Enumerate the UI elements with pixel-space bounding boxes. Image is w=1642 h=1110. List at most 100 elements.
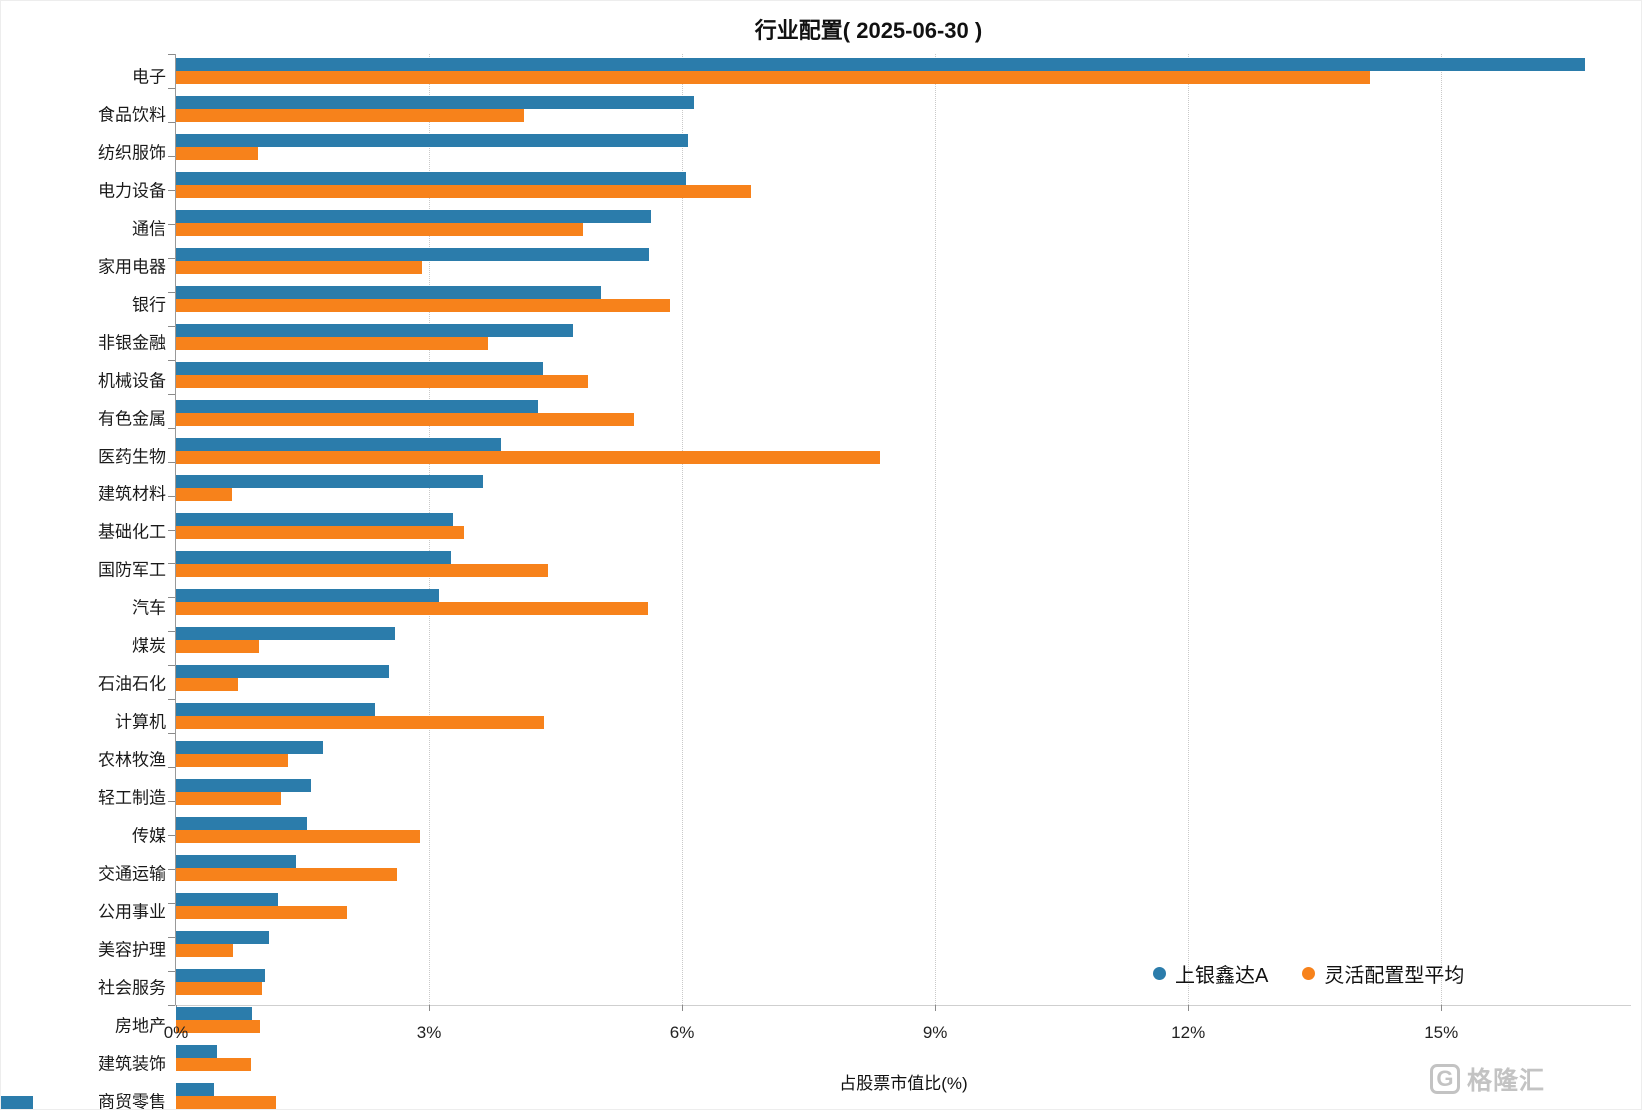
fund-bar bbox=[176, 475, 484, 489]
average-bar bbox=[176, 868, 397, 882]
fund-bar bbox=[176, 513, 453, 527]
fund-bar bbox=[176, 361, 543, 375]
fund-bar bbox=[176, 741, 323, 755]
y-axis-tick bbox=[168, 495, 175, 497]
y-axis-tick bbox=[168, 1005, 175, 1006]
x-axis-tick bbox=[429, 1005, 431, 1011]
x-tick-label: 3% bbox=[416, 1023, 442, 1042]
x-tick-labels: 0% 3% 6% 9% 12% 15% bbox=[164, 1023, 1631, 1047]
legend-dot-icon bbox=[1302, 967, 1316, 980]
y-axis-tick bbox=[168, 257, 175, 259]
average-bar bbox=[176, 374, 588, 388]
average-bar bbox=[176, 640, 259, 654]
category-label: 非银金融 bbox=[98, 333, 166, 353]
y-axis-tick bbox=[168, 563, 175, 565]
fund-bar bbox=[176, 437, 501, 451]
y-axis-tick bbox=[168, 597, 175, 599]
gridline bbox=[1441, 54, 1443, 1005]
y-axis-tick bbox=[168, 325, 175, 327]
category-label: 煤炭 bbox=[132, 636, 166, 656]
category-row: 非银金融 bbox=[98, 323, 1631, 358]
category-row: 计算机 bbox=[115, 703, 1631, 737]
category-row: 电子 bbox=[132, 58, 1631, 92]
y-axis-tick bbox=[168, 631, 175, 633]
average-bar bbox=[176, 526, 465, 540]
y-axis-tick bbox=[168, 767, 175, 769]
y-axis-tick bbox=[168, 359, 175, 361]
fund-bar bbox=[176, 779, 311, 793]
category-row: 石油石化 bbox=[98, 665, 1631, 699]
x-axis-tick bbox=[682, 1005, 684, 1011]
legend-label-average: 灵活配置型平均 bbox=[1324, 965, 1465, 987]
y-axis-tick bbox=[168, 54, 175, 55]
category-label: 建筑装饰 bbox=[98, 1054, 166, 1074]
category-row: 纺织服饰 bbox=[98, 133, 1631, 168]
y-axis-tick bbox=[168, 529, 175, 531]
fund-bar bbox=[176, 855, 296, 869]
x-axis-tick bbox=[935, 1005, 937, 1011]
average-bar bbox=[176, 260, 423, 274]
fund-bar bbox=[176, 665, 390, 679]
y-axis-tick bbox=[168, 699, 175, 701]
average-bar bbox=[176, 1095, 277, 1109]
y-axis-tick bbox=[168, 393, 175, 395]
fund-bar bbox=[176, 968, 266, 982]
average-bar bbox=[176, 1057, 252, 1071]
fund-bar bbox=[176, 247, 650, 261]
fund-bar bbox=[176, 589, 440, 603]
chart-title: 行业配置( 2025-06-30 ) bbox=[754, 18, 983, 43]
category-label: 公用事业 bbox=[98, 902, 166, 922]
average-bar bbox=[176, 336, 489, 350]
gelonghui-watermark-text: 格隆汇 bbox=[1466, 1067, 1545, 1095]
y-axis-tick bbox=[168, 121, 175, 123]
category-label: 建筑材料 bbox=[98, 484, 166, 504]
category-label: 医药生物 bbox=[98, 447, 166, 466]
category-row: 食品饮料 bbox=[98, 95, 1631, 130]
category-row: 国防军工 bbox=[98, 551, 1631, 585]
x-tick-label: 9% bbox=[922, 1023, 948, 1042]
category-label: 轻工制造 bbox=[98, 788, 166, 808]
category-row: 房地产 bbox=[115, 1006, 1631, 1041]
category-row: 医药生物 bbox=[98, 437, 1631, 472]
category-label: 计算机 bbox=[115, 712, 166, 732]
gelonghui-logo-icon: G bbox=[1429, 1064, 1460, 1094]
y-axis-tick bbox=[168, 291, 175, 293]
category-label: 商贸零售 bbox=[98, 1092, 166, 1110]
category-row: 农林牧渔 bbox=[98, 741, 1631, 775]
category-label: 国防军工 bbox=[98, 560, 166, 580]
average-bar bbox=[176, 678, 239, 692]
category-row: 传媒 bbox=[132, 817, 1631, 851]
y-axis-tick bbox=[168, 461, 175, 463]
y-axis-tick bbox=[168, 971, 175, 973]
fund-bar bbox=[176, 285, 602, 299]
legend-label-fund: 上银鑫达A bbox=[1175, 965, 1269, 987]
average-bar bbox=[176, 716, 544, 730]
category-row: 轻工制造 bbox=[98, 779, 1631, 813]
category-label: 基础化工 bbox=[98, 522, 166, 542]
gridline bbox=[935, 54, 937, 1005]
x-axis-line bbox=[175, 1005, 1631, 1006]
category-label: 机械设备 bbox=[98, 371, 166, 391]
category-row: 建筑材料 bbox=[98, 475, 1631, 509]
fund-bar bbox=[176, 323, 574, 337]
category-row: 电力设备 bbox=[98, 171, 1631, 206]
category-label: 有色金属 bbox=[98, 409, 166, 429]
category-row: 银行 bbox=[132, 285, 1631, 320]
y-axis-tick bbox=[168, 665, 175, 667]
plot-area: 电子 食品饮料 纺织服饰 电力设备 通信 家用电器 银行 非银金融 机械设备 有色金属 医药生物 建筑… bbox=[98, 54, 1631, 1109]
x-tick-label: 15% bbox=[1424, 1023, 1459, 1042]
average-bar bbox=[176, 943, 234, 957]
category-label: 交通运输 bbox=[98, 864, 166, 884]
y-axis-tick bbox=[168, 733, 175, 735]
fund-bar bbox=[176, 95, 694, 109]
fund-bar bbox=[176, 892, 279, 906]
x-tick-label: 12% bbox=[1171, 1023, 1206, 1042]
category-row: 社会服务 bbox=[98, 968, 1631, 1003]
y-axis-tick bbox=[168, 189, 175, 191]
category-row: 建筑装饰 bbox=[98, 1044, 1631, 1079]
fund-bar bbox=[176, 551, 451, 565]
x-axis-title: 占股票市值比(%) bbox=[839, 1074, 968, 1093]
average-bar bbox=[176, 602, 648, 616]
x-tick-label: 6% bbox=[669, 1023, 695, 1042]
